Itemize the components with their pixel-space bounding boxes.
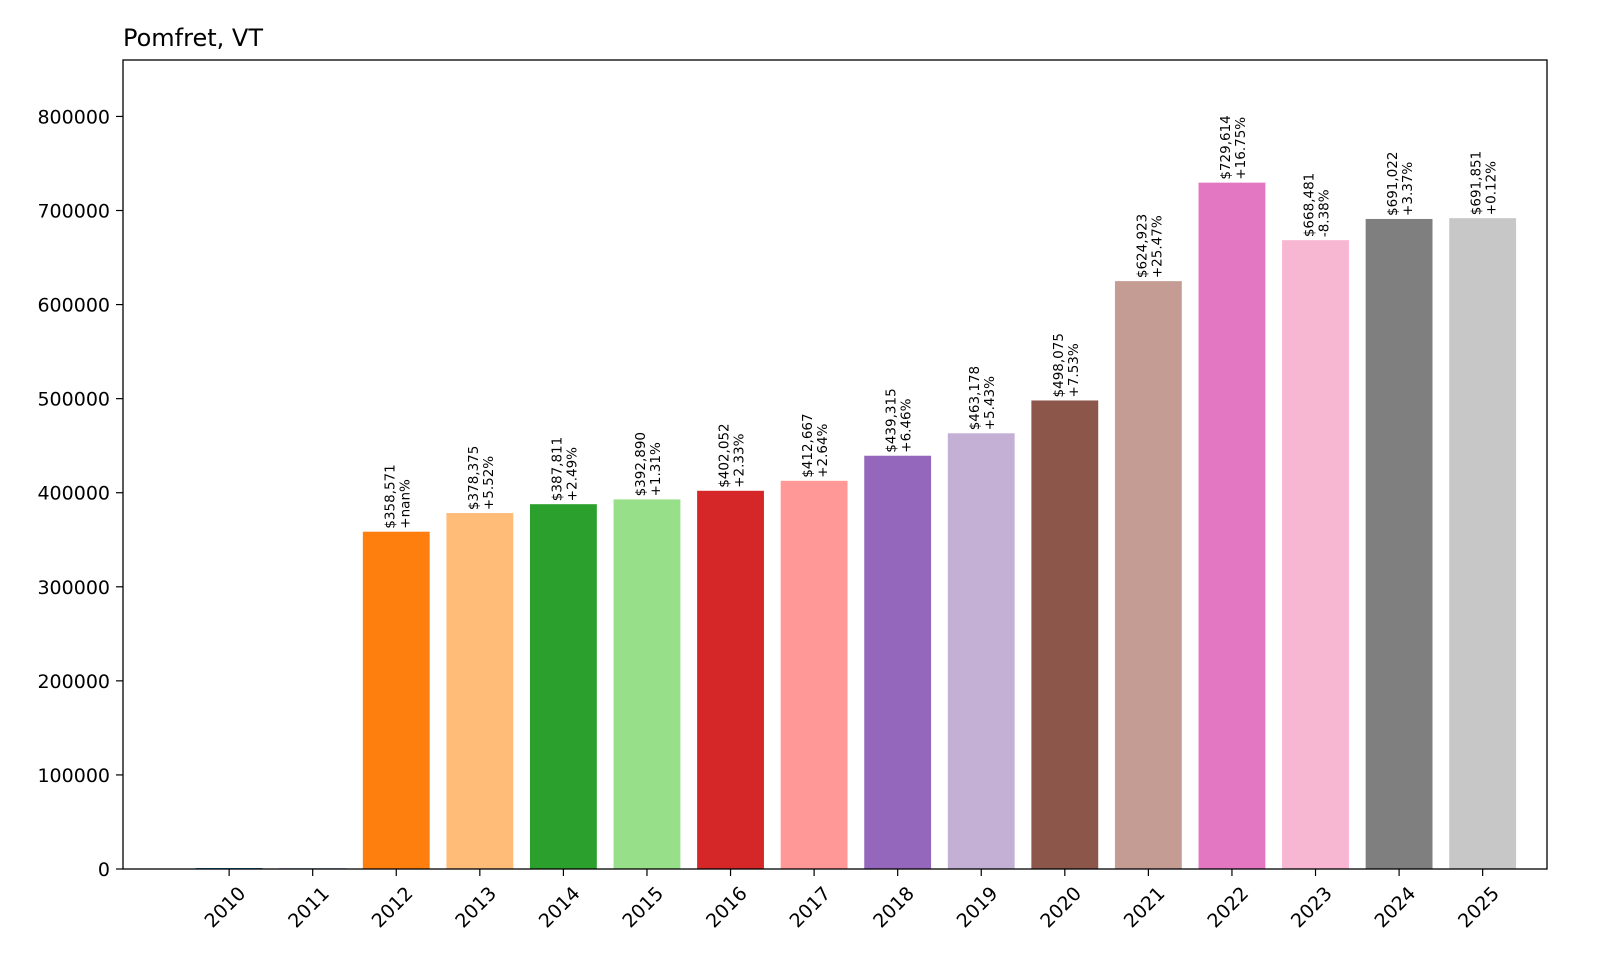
chart-title: Pomfret, VT [123,24,263,52]
x-tick-label-2021: 2021 [1120,883,1170,933]
y-tick-label: 500000 [37,389,110,411]
plot-frame [122,59,1548,870]
y-tick-label: 700000 [37,201,110,223]
bar-value-label-2021: $624,923 [1134,214,1150,278]
bar-value-label-2016: $402,052 [717,423,733,487]
bar-2013 [446,513,514,869]
x-tick-label-2014: 2014 [535,883,585,933]
bar-change-label-2023: -8.38% [1317,189,1333,237]
bar-2018 [864,455,932,869]
bar-change-label-2016: +2.33% [732,433,748,487]
x-axis: 2010 2011 2012 2013 2014 2015 2016 2017 2018 2019… [201,869,1504,932]
bar-value-label-2024: $691,022 [1385,152,1401,216]
y-tick-label: 600000 [37,295,110,317]
bar-2022 [1198,182,1266,869]
bar-change-label-2017: +2.64% [815,423,831,477]
bar-change-label-2025: +0.12% [1484,161,1500,215]
bar-change-label-2018: +6.46% [899,398,915,452]
bar-2021 [1114,281,1182,869]
bar-change-label-2024: +3.37% [1400,162,1416,216]
bar-value-label-2015: $392,890 [633,432,649,496]
bar-value-label-2018: $439,315 [884,388,900,452]
bar-change-label-2014: +2.49% [564,447,580,501]
x-tick-label-2016: 2016 [702,883,752,933]
bar-change-label-2015: +1.31% [648,442,664,496]
bar-change-label-2020: +7.53% [1066,343,1082,397]
bar-value-label-2012: $358,571 [382,464,398,528]
bar-2012 [362,531,430,869]
y-tick-label: 100000 [37,765,110,787]
x-tick-label-2017: 2017 [786,883,836,933]
x-tick-label-2019: 2019 [953,883,1003,933]
bar-value-label-2017: $412,667 [800,413,816,477]
x-tick-label-2023: 2023 [1287,883,1337,933]
bar-value-label-2023: $668,481 [1302,173,1318,237]
bar-labels-layer: $358,571 +nan% $378,375 +5.52% $387,811 +2.49… [382,115,1499,528]
x-tick-label-2022: 2022 [1203,883,1253,933]
bar-2019 [947,433,1015,869]
bar-change-label-2021: +25.47% [1149,215,1165,278]
bar-value-label-2014: $387,811 [549,437,565,501]
bar-2014 [529,504,597,869]
x-tick-label-2025: 2025 [1454,883,1504,933]
bar-2020 [1031,400,1099,869]
x-tick-label-2018: 2018 [869,883,919,933]
bar-2015 [613,499,681,869]
y-tick-label: 800000 [37,106,110,128]
y-tick-label: 400000 [37,483,110,505]
bar-value-label-2025: $691,851 [1469,151,1485,215]
x-tick-label-2015: 2015 [618,883,668,933]
x-tick-label-2010: 2010 [201,883,251,933]
x-tick-label-2012: 2012 [368,883,418,933]
bar-change-label-2022: +16.75% [1233,117,1249,180]
bar-2016 [697,490,764,869]
bar-change-label-2013: +5.52% [481,456,497,510]
bar-2017 [780,480,848,869]
bar-change-label-2012: +nan% [397,479,413,529]
bar-value-label-2019: $463,178 [967,366,983,430]
x-tick-label-2020: 2020 [1036,883,1086,933]
bar-change-label-2019: +5.43% [982,376,998,430]
y-tick-label: 200000 [37,671,110,693]
x-tick-label-2024: 2024 [1370,883,1420,933]
x-tick-label-2013: 2013 [451,883,501,933]
bar-2024 [1365,218,1433,869]
bar-value-label-2013: $378,375 [466,446,482,510]
bar-value-label-2022: $729,614 [1218,115,1234,179]
y-tick-label: 300000 [37,577,110,599]
bar-2025 [1449,218,1517,869]
x-tick-label-2011: 2011 [284,883,334,933]
y-tick-label: 0 [98,859,110,881]
bar-2023 [1282,240,1349,869]
bars-layer [195,182,1517,869]
y-axis: 0 100000 200000 300000 400000 500000 600000 700… [37,106,123,881]
bar-value-label-2020: $498,075 [1051,333,1067,397]
